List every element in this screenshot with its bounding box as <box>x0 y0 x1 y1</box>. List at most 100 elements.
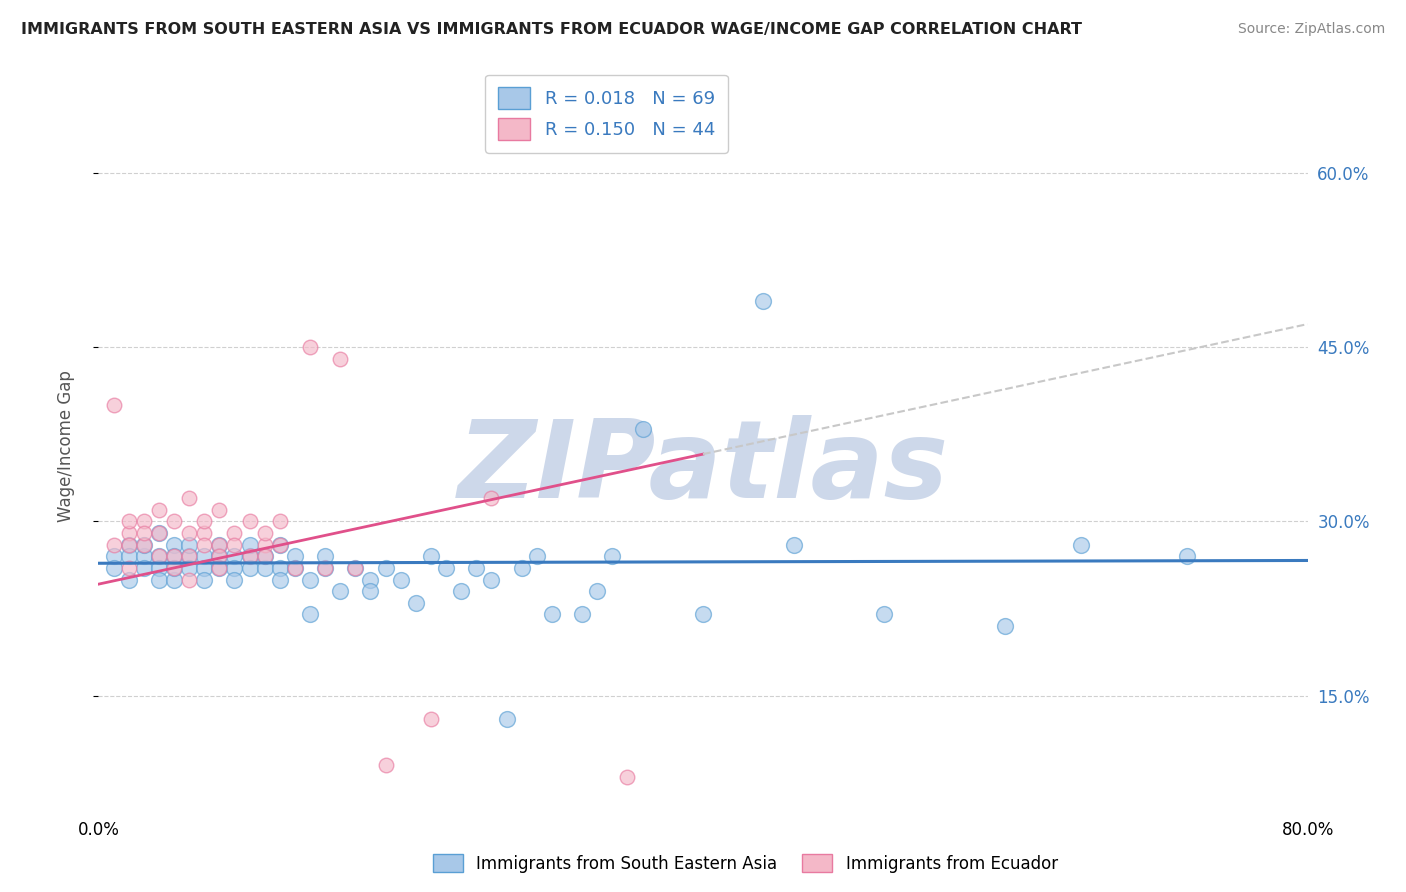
Point <box>1175 549 1198 564</box>
Point <box>148 561 170 575</box>
Legend: R = 0.018   N = 69, R = 0.150   N = 44: R = 0.018 N = 69, R = 0.150 N = 44 <box>485 75 727 153</box>
Point <box>148 503 170 517</box>
Point <box>208 549 231 564</box>
Point <box>179 538 201 552</box>
Point <box>752 293 775 308</box>
Point <box>269 538 291 552</box>
Point <box>208 561 231 575</box>
Point <box>329 351 352 366</box>
Point <box>314 561 336 575</box>
Point <box>132 538 155 552</box>
Point <box>118 573 141 587</box>
Point <box>193 549 215 564</box>
Point <box>163 561 186 575</box>
Point <box>540 607 562 622</box>
Point <box>179 526 201 541</box>
Point <box>163 538 186 552</box>
Point <box>284 549 307 564</box>
Point <box>526 549 548 564</box>
Point <box>571 607 593 622</box>
Point <box>269 515 291 529</box>
Point <box>510 561 533 575</box>
Point <box>253 549 276 564</box>
Point <box>253 526 276 541</box>
Point <box>284 561 307 575</box>
Point <box>329 584 352 599</box>
Point <box>148 526 170 541</box>
Point <box>495 712 517 726</box>
Point <box>103 549 125 564</box>
Point <box>253 561 276 575</box>
Point <box>118 538 141 552</box>
Point <box>224 538 246 552</box>
Point <box>465 561 488 575</box>
Point <box>193 573 215 587</box>
Point <box>873 607 896 622</box>
Point <box>253 549 276 564</box>
Point <box>118 561 141 575</box>
Point <box>239 549 262 564</box>
Point <box>631 421 654 435</box>
Point <box>420 712 443 726</box>
Point <box>163 549 186 564</box>
Point <box>239 515 262 529</box>
Point <box>193 538 215 552</box>
Point <box>360 584 382 599</box>
Point <box>299 607 322 622</box>
Point <box>299 573 322 587</box>
Point <box>103 561 125 575</box>
Point <box>434 561 457 575</box>
Point <box>208 561 231 575</box>
Point <box>450 584 472 599</box>
Point <box>132 538 155 552</box>
Point <box>148 549 170 564</box>
Point <box>103 398 125 412</box>
Point <box>193 515 215 529</box>
Point <box>420 549 443 564</box>
Point <box>994 619 1017 633</box>
Point <box>314 561 336 575</box>
Point <box>179 573 201 587</box>
Point <box>148 526 170 541</box>
Point <box>148 573 170 587</box>
Point <box>132 515 155 529</box>
Point <box>208 549 231 564</box>
Point <box>193 526 215 541</box>
Point <box>179 491 201 506</box>
Point <box>405 596 427 610</box>
Point <box>344 561 367 575</box>
Point <box>224 573 246 587</box>
Point <box>481 491 503 506</box>
Point <box>783 538 806 552</box>
Point <box>163 561 186 575</box>
Point <box>269 561 291 575</box>
Point <box>360 573 382 587</box>
Point <box>118 538 141 552</box>
Point <box>253 538 276 552</box>
Point <box>179 561 201 575</box>
Point <box>118 515 141 529</box>
Point <box>269 538 291 552</box>
Point <box>163 515 186 529</box>
Point <box>118 549 141 564</box>
Point <box>208 503 231 517</box>
Point <box>239 561 262 575</box>
Point <box>239 549 262 564</box>
Point <box>284 561 307 575</box>
Point <box>118 526 141 541</box>
Point <box>692 607 714 622</box>
Point <box>602 549 624 564</box>
Point <box>586 584 609 599</box>
Point <box>132 526 155 541</box>
Point <box>344 561 367 575</box>
Legend: Immigrants from South Eastern Asia, Immigrants from Ecuador: Immigrants from South Eastern Asia, Immi… <box>426 847 1064 880</box>
Point <box>163 549 186 564</box>
Text: ZIPatlas: ZIPatlas <box>457 415 949 521</box>
Point <box>374 561 396 575</box>
Point <box>148 549 170 564</box>
Point <box>208 538 231 552</box>
Point <box>269 573 291 587</box>
Point <box>224 549 246 564</box>
Point <box>132 549 155 564</box>
Point <box>179 549 201 564</box>
